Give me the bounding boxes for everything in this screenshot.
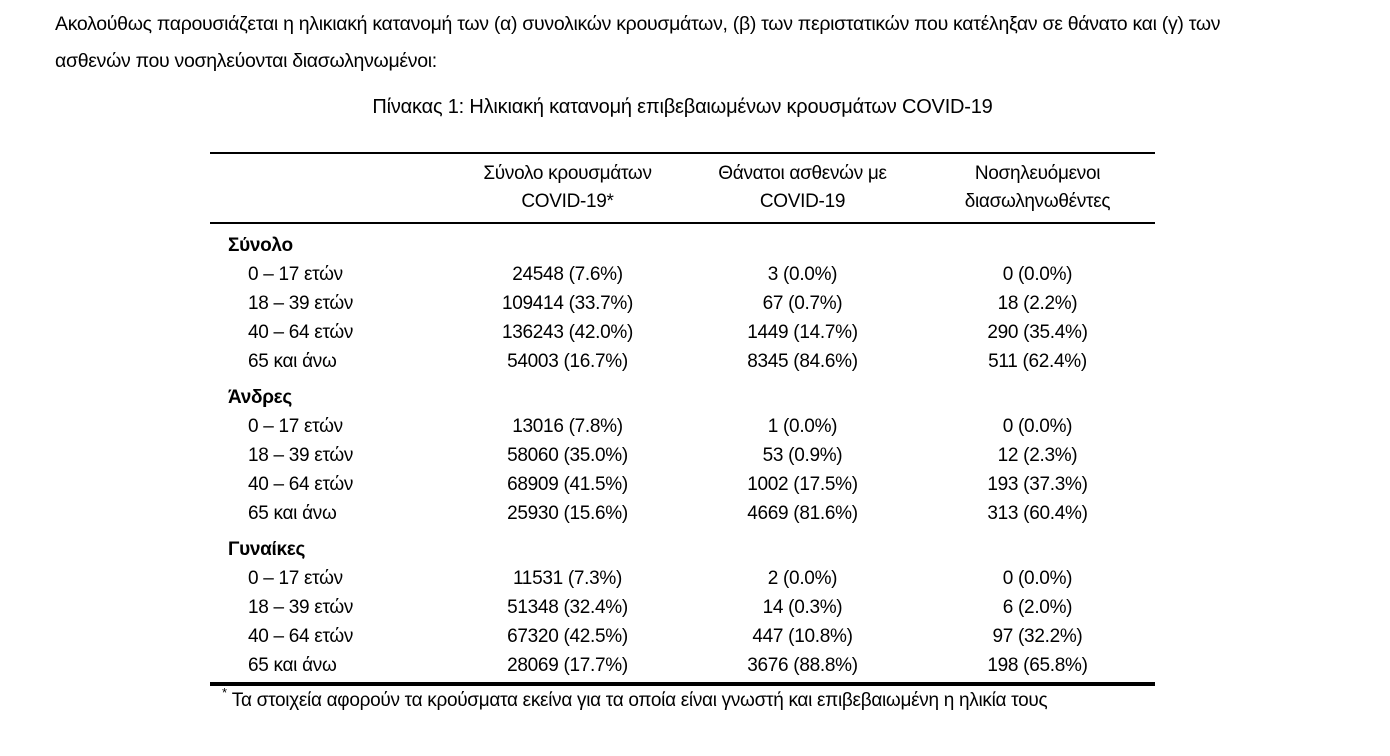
- header-deaths-line1: Θάνατοι ασθενών με: [718, 163, 887, 184]
- table-row: 18 – 39 ετών 109414 (33.7%) 67 (0.7%) 18 (2…: [210, 289, 1155, 318]
- footnote: * Τα στοιχεία αφορούν τα κρούσματα εκείνα…: [222, 685, 1048, 712]
- covid-age-table: Σύνολο κρουσμάτων COVID-19* Θάνατοι ασθε…: [210, 152, 1155, 686]
- section-header: Άνδρες: [228, 387, 292, 408]
- cell-deaths: 4669 (81.6%): [747, 503, 858, 524]
- cell-age-group: 40 – 64 ετών: [248, 626, 354, 647]
- cell-intubated: 97 (32.2%): [992, 626, 1083, 647]
- cell-age-group: 40 – 64 ετών: [248, 474, 354, 495]
- cell-deaths: 8345 (84.6%): [747, 351, 858, 372]
- table-row: 18 – 39 ετών 51348 (32.4%) 14 (0.3%) 6 (2.0…: [210, 593, 1155, 622]
- cell-deaths: 1449 (14.7%): [747, 322, 858, 343]
- footnote-asterisk: *: [222, 685, 227, 700]
- header-intubated-line2: διασωληνωθέντες: [964, 191, 1111, 212]
- footnote-text: Τα στοιχεία αφορούν τα κρούσματα εκείνα …: [231, 690, 1048, 711]
- cell-intubated: 0 (0.0%): [1002, 416, 1073, 437]
- cell-age-group: 18 – 39 ετών: [248, 597, 354, 618]
- cell-age-group: 65 και άνω: [248, 503, 337, 524]
- intro-line-2: ασθενών που νοσηλεύονται διασωληνωμένοι:: [55, 50, 437, 72]
- table-body: Σύνολο 0 – 17 ετών 24548 (7.6%) 3 (0.0%) 0 (…: [210, 224, 1155, 680]
- cell-total-cases: 54003 (16.7%): [507, 351, 628, 372]
- cell-intubated: 0 (0.0%): [1002, 264, 1073, 285]
- cell-age-group: 40 – 64 ετών: [248, 322, 354, 343]
- cell-total-cases: 136243 (42.0%): [501, 322, 633, 343]
- cell-intubated: 12 (2.3%): [997, 445, 1078, 466]
- cell-deaths: 14 (0.3%): [762, 597, 843, 618]
- table-row: 40 – 64 ετών 68909 (41.5%) 1002 (17.5%) 193…: [210, 470, 1155, 499]
- cell-intubated: 18 (2.2%): [997, 293, 1078, 314]
- cell-intubated: 511 (62.4%): [988, 351, 1087, 372]
- table-header-row: Σύνολο κρουσμάτων COVID-19* Θάνατοι ασθε…: [210, 152, 1155, 224]
- cell-total-cases: 67320 (42.5%): [507, 626, 628, 647]
- table-row: 0 – 17 ετών 24548 (7.6%) 3 (0.0%) 0 (0.0%): [210, 260, 1155, 289]
- cell-age-group: 0 – 17 ετών: [248, 568, 343, 589]
- table-row: 65 και άνω 25930 (15.6%) 4669 (81.6%) 313 (…: [210, 499, 1155, 528]
- cell-total-cases: 51348 (32.4%): [507, 597, 628, 618]
- header-total-cases-line1: Σύνολο κρουσμάτων: [483, 163, 652, 184]
- cell-intubated: 6 (2.0%): [1002, 597, 1073, 618]
- cell-intubated: 313 (60.4%): [987, 503, 1088, 524]
- cell-total-cases: 24548 (7.6%): [512, 264, 623, 285]
- table-row: 65 και άνω 28069 (17.7%) 3676 (88.8%) 198 (…: [210, 651, 1155, 680]
- cell-total-cases: 58060 (35.0%): [507, 445, 628, 466]
- header-deaths-line2: COVID-19: [759, 191, 846, 212]
- cell-age-group: 65 και άνω: [248, 351, 337, 372]
- cell-total-cases: 109414 (33.7%): [501, 293, 633, 314]
- cell-age-group: 0 – 17 ετών: [248, 264, 343, 285]
- intro-paragraph: Ακολούθως παρουσιάζεται η ηλικιακή καταν…: [55, 6, 1355, 80]
- header-age-column: [210, 160, 450, 216]
- cell-age-group: 18 – 39 ετών: [248, 445, 354, 466]
- header-total-cases: Σύνολο κρουσμάτων COVID-19*: [450, 160, 685, 216]
- cell-intubated: 0 (0.0%): [1002, 568, 1073, 589]
- cell-age-group: 65 και άνω: [248, 655, 337, 676]
- cell-intubated: 198 (65.8%): [987, 655, 1088, 676]
- intro-line-1: Ακολούθως παρουσιάζεται η ηλικιακή καταν…: [55, 13, 1221, 35]
- cell-total-cases: 25930 (15.6%): [507, 503, 628, 524]
- cell-total-cases: 11531 (7.3%): [512, 568, 623, 589]
- table-row: 65 και άνω 54003 (16.7%) 8345 (84.6%) 511 (…: [210, 347, 1155, 376]
- header-deaths: Θάνατοι ασθενών με COVID-19: [685, 160, 920, 216]
- cell-deaths: 3676 (88.8%): [747, 655, 858, 676]
- section-header: Γυναίκες: [228, 539, 306, 560]
- header-intubated-line1: Νοσηλευόμενοι: [974, 163, 1101, 184]
- cell-deaths: 53 (0.9%): [762, 445, 843, 466]
- table-row: 0 – 17 ετών 11531 (7.3%) 2 (0.0%) 0 (0.0%): [210, 564, 1155, 593]
- table-title: Πίνακας 1: Ηλικιακή κατανομή επιβεβαιωμέ…: [372, 96, 993, 118]
- table-row: 40 – 64 ετών 136243 (42.0%) 1449 (14.7%) 29…: [210, 318, 1155, 347]
- cell-total-cases: 28069 (17.7%): [507, 655, 628, 676]
- header-total-cases-line2: COVID-19*: [521, 191, 614, 212]
- cell-intubated: 290 (35.4%): [987, 322, 1088, 343]
- table-row: 18 – 39 ετών 58060 (35.0%) 53 (0.9%) 12 (2.…: [210, 441, 1155, 470]
- cell-deaths: 67 (0.7%): [762, 293, 843, 314]
- table-bottom-rule: [210, 682, 1155, 686]
- cell-age-group: 0 – 17 ετών: [248, 416, 343, 437]
- section-header: Σύνολο: [228, 235, 293, 256]
- table-row: 0 – 17 ετών 13016 (7.8%) 1 (0.0%) 0 (0.0%): [210, 412, 1155, 441]
- cell-deaths: 447 (10.8%): [752, 626, 853, 647]
- cell-total-cases: 13016 (7.8%): [512, 416, 623, 437]
- cell-age-group: 18 – 39 ετών: [248, 293, 354, 314]
- cell-total-cases: 68909 (41.5%): [507, 474, 628, 495]
- cell-deaths: 3 (0.0%): [767, 264, 838, 285]
- cell-deaths: 2 (0.0%): [767, 568, 838, 589]
- cell-deaths: 1 (0.0%): [767, 416, 838, 437]
- cell-deaths: 1002 (17.5%): [747, 474, 858, 495]
- header-intubated: Νοσηλευόμενοι διασωληνωθέντες: [920, 160, 1155, 216]
- cell-intubated: 193 (37.3%): [987, 474, 1088, 495]
- table-row: 40 – 64 ετών 67320 (42.5%) 447 (10.8%) 97 (…: [210, 622, 1155, 651]
